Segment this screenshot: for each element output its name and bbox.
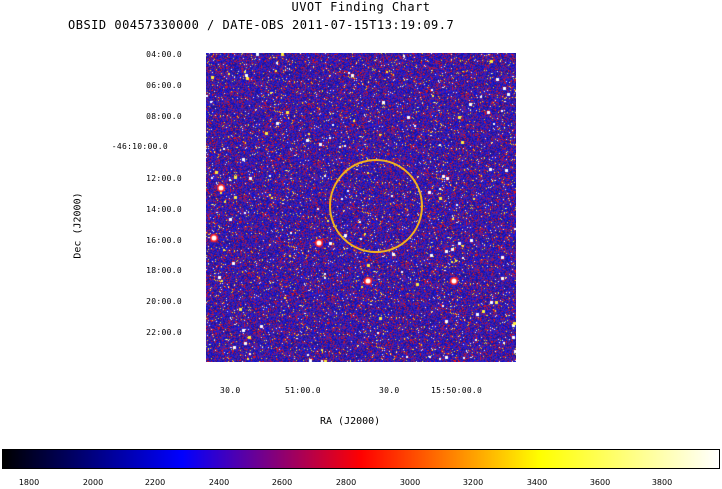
chart-subtitle: OBSID 00457330000 / DATE-OBS 2011-07-15T… — [68, 18, 455, 32]
y-tick-label: -46:10:00.0 — [111, 142, 168, 151]
colorbar-tick-label: 2400 — [208, 478, 230, 487]
y-tick-label: 06:00.0 — [146, 81, 182, 90]
y-axis-label: Dec (J2000) — [72, 192, 84, 259]
colorbar-tick-label: 2600 — [271, 478, 293, 487]
colorbar-tick-label: 2800 — [335, 478, 357, 487]
colorbar — [2, 449, 720, 469]
y-tick-label: 14:00.0 — [146, 205, 182, 214]
y-tick-label: 22:00.0 — [146, 328, 182, 337]
colorbar-tick-label: 3200 — [462, 478, 484, 487]
chart-title: UVOT Finding Chart — [291, 0, 431, 14]
x-axis-label: RA (J2000) — [320, 416, 381, 427]
overlay-layer — [329, 159, 423, 253]
x-tick-label: 30.0 — [220, 386, 241, 395]
sky-image — [206, 53, 516, 362]
colorbar-tick-label: 3000 — [399, 478, 421, 487]
x-tick-label: 30.0 — [379, 386, 400, 395]
colorbar-tick-label: 1800 — [18, 478, 40, 487]
y-tick-label: 18:00.0 — [146, 266, 182, 275]
colorbar-tick-label: 3800 — [651, 478, 673, 487]
y-tick-label: 04:00.0 — [146, 50, 182, 59]
y-tick-label: 12:00.0 — [146, 174, 182, 183]
sky-image-canvas — [206, 53, 516, 362]
colorbar-tick-label: 2000 — [82, 478, 104, 487]
colorbar-tick-label: 2200 — [144, 478, 166, 487]
colorbar-tick-label: 3600 — [589, 478, 611, 487]
x-tick-label: 51:00.0 — [285, 386, 321, 395]
y-tick-label: 20:00.0 — [146, 297, 182, 306]
colorbar-tick-label: 3400 — [526, 478, 548, 487]
y-tick-label: 16:00.0 — [146, 236, 182, 245]
y-tick-label: 08:00.0 — [146, 112, 182, 121]
target-circle — [329, 159, 423, 253]
x-tick-label: 15:50:00.0 — [431, 386, 483, 395]
